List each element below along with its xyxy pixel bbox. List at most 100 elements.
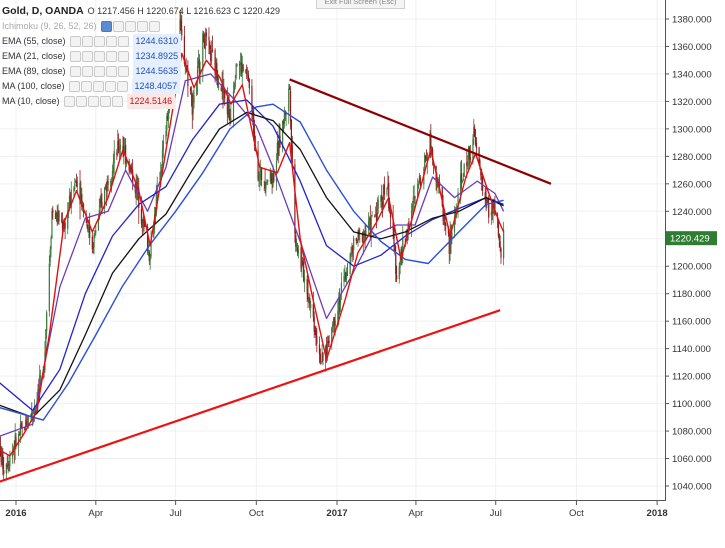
legend-indicator-row[interactable]: EMA (55, close) 1244.6310: [2, 34, 280, 49]
settings-icon[interactable]: [81, 36, 93, 47]
legend-indicator-row[interactable]: EMA (89, close) 1244.5635: [2, 64, 280, 79]
chevron-down-icon[interactable]: [116, 81, 128, 92]
candle-body: [227, 105, 229, 116]
candle-body: [69, 195, 71, 208]
settings-icon[interactable]: [81, 66, 93, 77]
chevron-down-icon[interactable]: [148, 21, 160, 32]
close-icon[interactable]: [87, 96, 99, 107]
resistance-trendline[interactable]: [289, 78, 552, 185]
price-axis-label: 1280.000: [672, 152, 712, 163]
candle-body: [419, 177, 421, 184]
candle-body: [6, 464, 8, 467]
candle-body: [216, 63, 218, 79]
more-icon[interactable]: [136, 21, 148, 32]
candle-body: [135, 182, 137, 194]
candle-body: [132, 169, 134, 184]
more-icon[interactable]: [105, 51, 117, 62]
candle-body: [441, 187, 443, 206]
candle-body: [469, 157, 471, 161]
candle-body: [118, 140, 120, 151]
settings-icon[interactable]: [112, 21, 124, 32]
candle-body: [149, 256, 151, 261]
price-axis-label: 1180.000: [672, 289, 711, 300]
candle-body: [95, 230, 97, 233]
chevron-down-icon[interactable]: [117, 66, 129, 77]
legend-symbol-title[interactable]: Gold, D, OANDA: [2, 5, 84, 17]
candle-body: [346, 274, 349, 276]
chevron-down-icon[interactable]: [117, 36, 129, 47]
eye-icon[interactable]: [100, 21, 112, 32]
candle-body: [289, 87, 291, 89]
candle-body: [117, 140, 119, 154]
eye-icon[interactable]: [69, 51, 81, 62]
more-icon[interactable]: [105, 66, 117, 77]
legend-indicator-row[interactable]: MA (10, close) 1224.5146: [2, 94, 280, 109]
candle-body: [485, 198, 487, 202]
candle-body: [399, 261, 401, 268]
indicator-lines: [0, 52, 505, 457]
candle-body: [269, 171, 271, 182]
settings-icon[interactable]: [81, 51, 93, 62]
candle-body: [371, 215, 373, 217]
candle-body: [282, 120, 285, 124]
exit-fullscreen-button[interactable]: Exit Full Screen (Esc): [316, 0, 405, 9]
candle-body: [321, 352, 323, 362]
candle-body: [93, 234, 95, 248]
chevron-down-icon[interactable]: [111, 96, 123, 107]
candle-body: [39, 374, 41, 390]
candle-body: [303, 261, 305, 281]
close-icon[interactable]: [92, 81, 104, 92]
candle-body: [339, 299, 341, 304]
more-icon[interactable]: [99, 96, 111, 107]
candle-body: [394, 244, 396, 254]
candle-body: [209, 42, 211, 50]
candle-body: [248, 79, 250, 88]
candle-body: [141, 221, 143, 226]
eye-icon[interactable]: [68, 81, 80, 92]
candle-body: [20, 423, 22, 428]
legend-indicator-row[interactable]: EMA (21, close) 1234.8925: [2, 49, 280, 64]
close-icon[interactable]: [124, 21, 136, 32]
candle-body: [245, 70, 247, 73]
price-axis-label: 1080.000: [672, 427, 712, 438]
candle-body: [110, 181, 112, 187]
candle-body: [50, 238, 52, 250]
candle-body: [316, 335, 318, 344]
candle-body: [309, 297, 311, 308]
candle-body: [11, 451, 14, 457]
candle-body: [424, 154, 426, 168]
last-price-badge: 1220.429: [666, 231, 717, 246]
price-axis-label: 1200.000: [672, 262, 712, 273]
settings-icon[interactable]: [80, 81, 92, 92]
candle-body: [500, 248, 502, 258]
close-icon[interactable]: [93, 36, 105, 47]
legend-indicator-row[interactable]: MA (100, close) 1248.4057: [2, 79, 280, 94]
more-icon[interactable]: [105, 36, 117, 47]
candle-body: [338, 300, 340, 312]
candle-body: [260, 167, 263, 181]
eye-icon[interactable]: [63, 96, 75, 107]
candle-body: [461, 180, 464, 183]
candle-body: [217, 85, 220, 88]
candle-body: [264, 181, 266, 189]
candle-body: [203, 34, 205, 43]
candle-body: [211, 49, 214, 52]
legend-indicator-label: EMA (89, close): [2, 66, 66, 76]
close-icon[interactable]: [93, 51, 105, 62]
support-trendline[interactable]: [0, 309, 501, 483]
candle-body: [166, 116, 168, 130]
candle-body: [162, 141, 164, 150]
legend-indicator-row[interactable]: Ichimoku (9, 26, 52, 26): [2, 19, 280, 34]
settings-icon[interactable]: [75, 96, 87, 107]
eye-icon[interactable]: [69, 36, 81, 47]
more-icon[interactable]: [104, 81, 116, 92]
close-icon[interactable]: [93, 66, 105, 77]
candle-body: [332, 318, 335, 327]
price-axis-bg: [666, 0, 725, 543]
chevron-down-icon[interactable]: [117, 51, 129, 62]
candle-body: [276, 142, 278, 161]
eye-icon[interactable]: [69, 66, 81, 77]
price-axis-label: 1160.000: [672, 317, 711, 328]
